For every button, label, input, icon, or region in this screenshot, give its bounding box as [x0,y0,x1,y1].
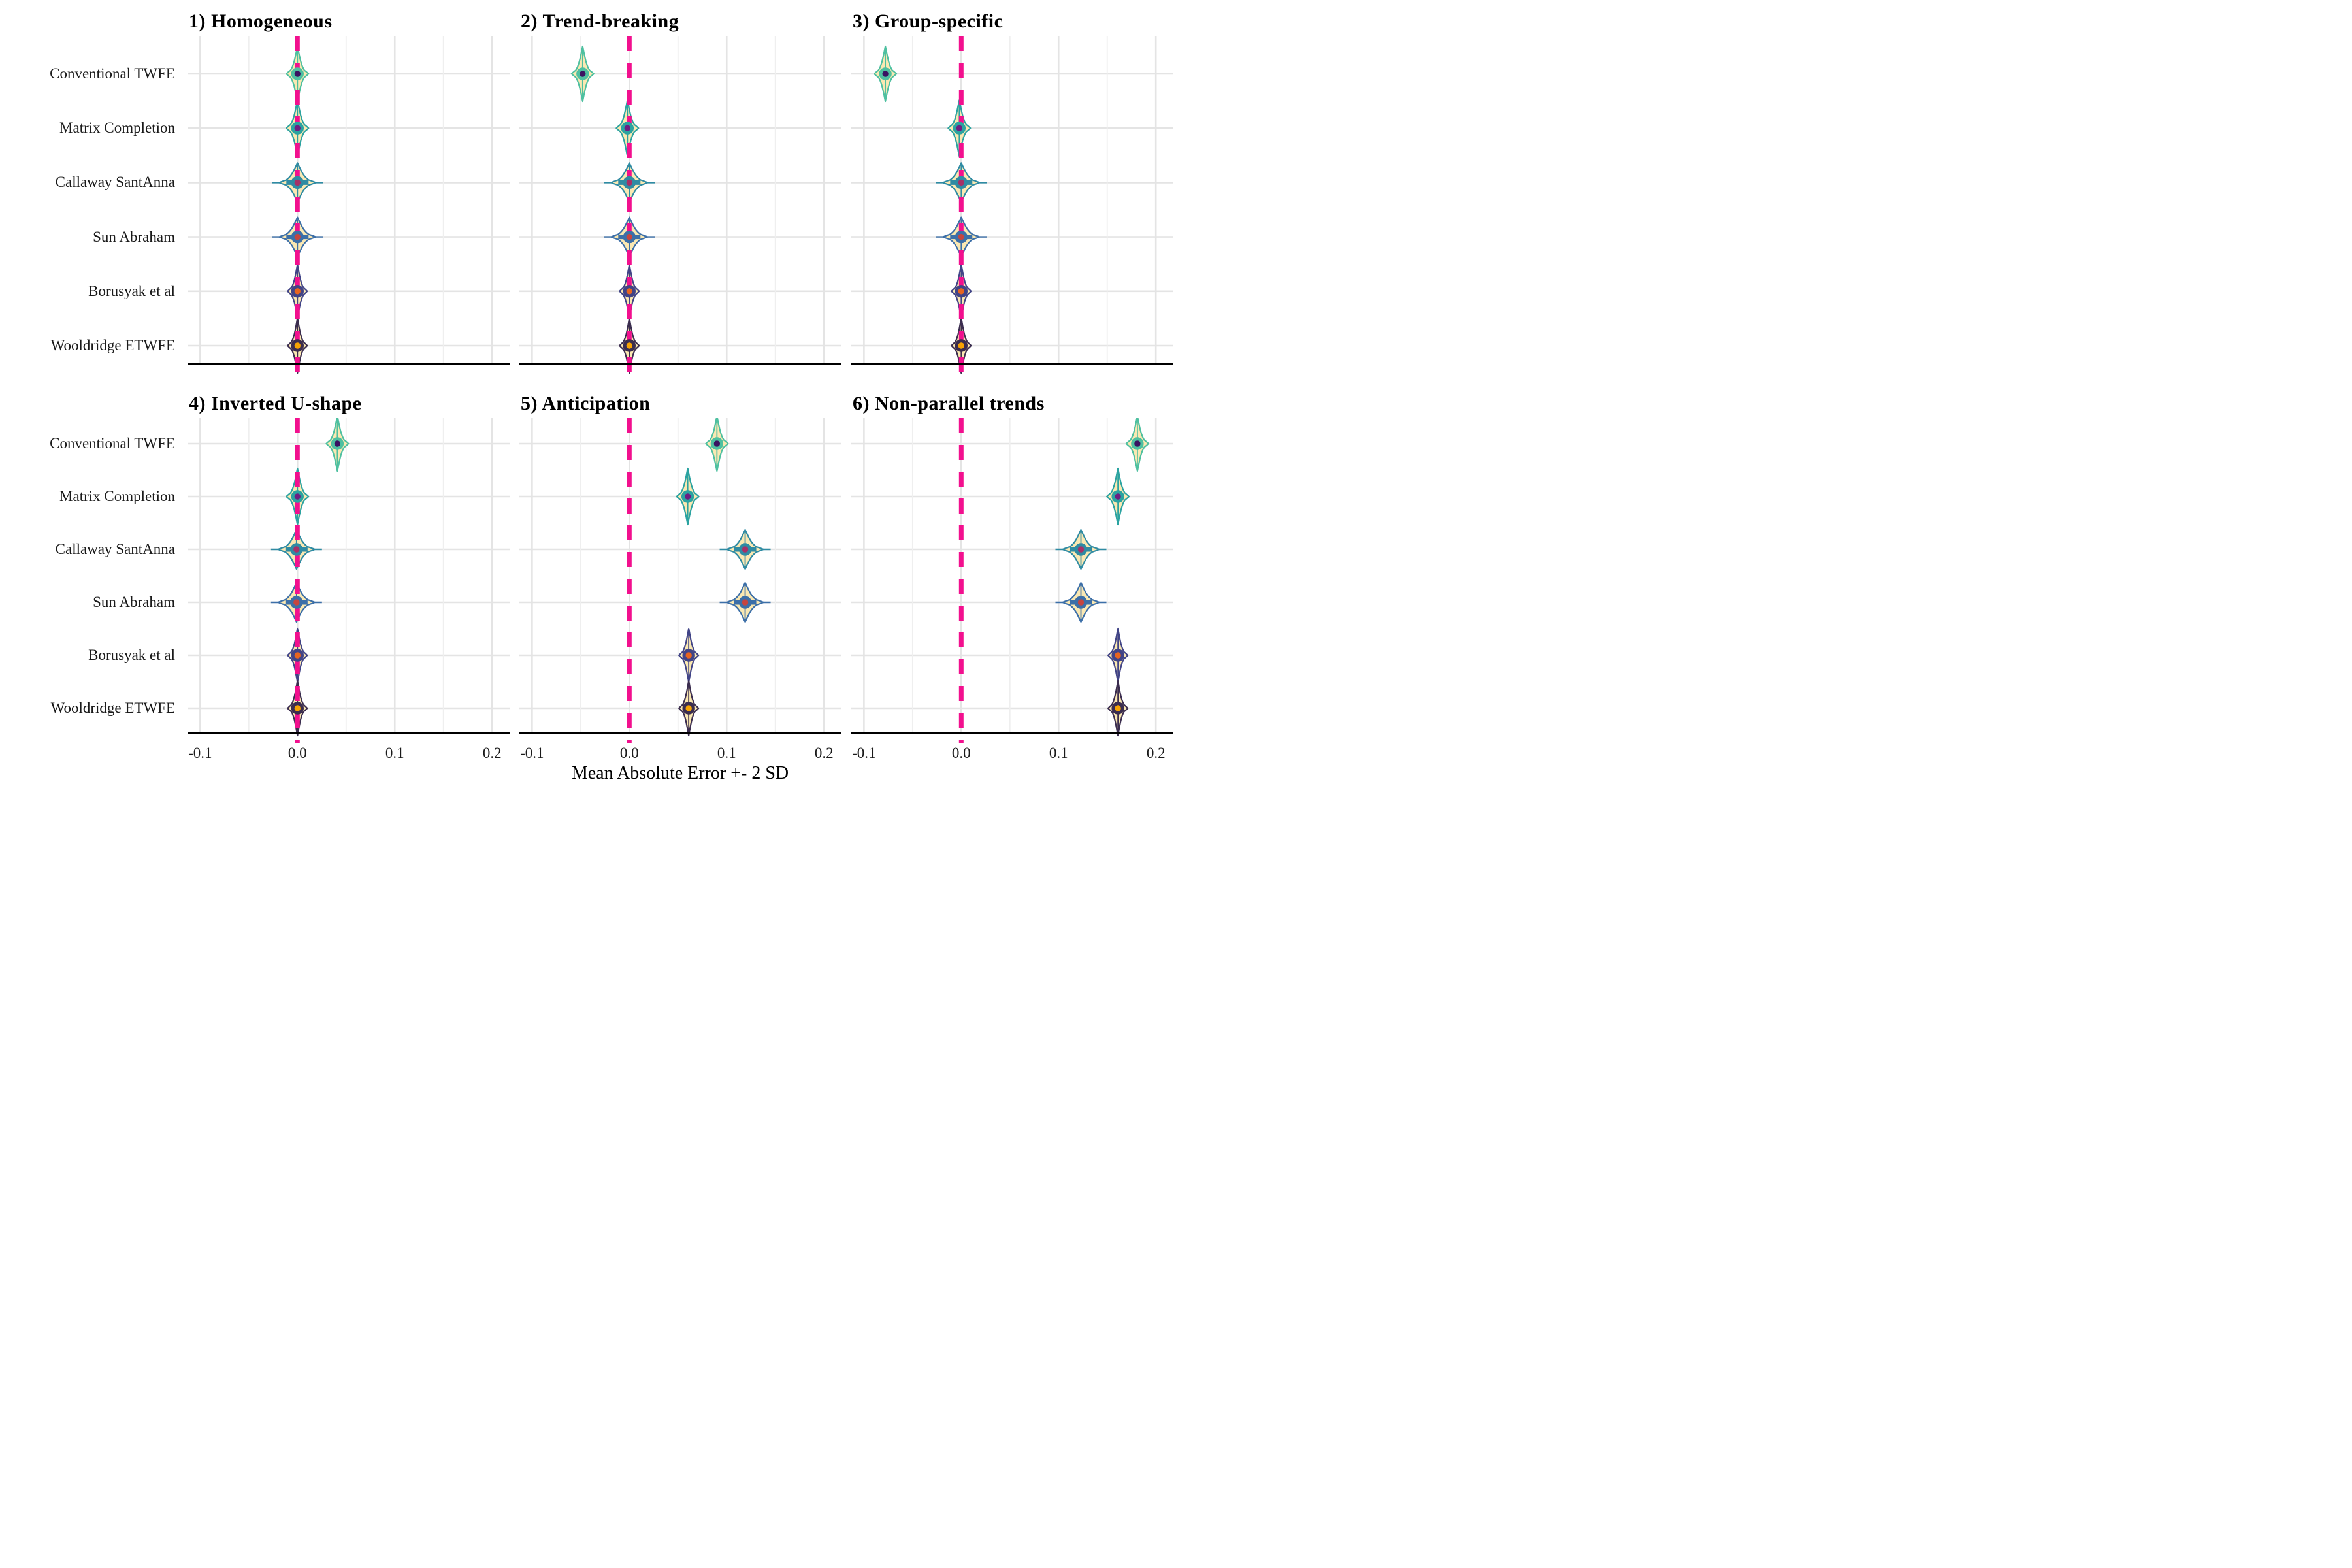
y-axis-label: Wooldridge ETWFE [50,700,175,716]
mean-point [291,339,304,352]
y-axis-label: Wooldridge ETWFE [50,337,175,353]
mean-point [955,176,968,189]
facet-panel [188,418,510,743]
mean-point [291,122,304,135]
x-axis-title: Mean Absolute Error +- 2 SD [571,763,789,783]
x-tick-label: 0.0 [951,745,971,761]
y-axis-label: Callaway SantAnna [55,541,175,557]
panel-title: 2) Trend-breaking [521,10,679,32]
mean-point [290,596,303,609]
x-tick-label: 0.2 [1146,745,1166,761]
mean-point [1131,437,1144,450]
mean-point [738,596,752,609]
panel-title: 1) Homogeneous [189,10,333,32]
mean-point [576,67,589,80]
facet-panel [851,418,1173,743]
mean-point [291,490,304,503]
mean-point [623,230,636,244]
mean-point [738,543,752,556]
mean-point [291,176,304,189]
mean-point [953,122,966,135]
y-axis-label: Sun Abraham [93,594,175,610]
y-axis-label: Callaway SantAnna [55,174,175,191]
mean-point [681,490,694,503]
mean-point [1074,596,1088,609]
facet-panel [188,36,510,374]
mean-point [955,339,968,352]
x-tick-label: 0.0 [287,745,307,761]
mean-point [623,339,636,352]
mean-point [710,437,724,450]
y-axis-label: Conventional TWFE [50,435,175,451]
x-tick-label: -0.1 [852,745,876,761]
panel-title: 3) Group-specific [853,10,1004,32]
mean-point [290,543,303,556]
facet-panel [519,36,841,374]
mean-point [291,649,304,662]
facet-panel [851,36,1173,374]
panel-title: 6) Non-parallel trends [853,393,1045,414]
y-axis-label: Matrix Completion [59,488,175,504]
facet-panel [519,418,841,743]
mean-point [1111,490,1124,503]
mean-point [682,702,695,715]
x-tick-label: -0.1 [520,745,544,761]
x-tick-label: 0.0 [619,745,639,761]
mean-point [331,437,344,450]
x-tick-label: 0.1 [717,745,736,761]
mean-point [291,67,304,80]
x-tick-label: 0.1 [385,745,404,761]
violin-facet-figure: 1) Homogeneous 2) Trend-breaking 3) Group-… [0,0,1176,784]
mean-point [623,285,636,298]
mean-point [291,285,304,298]
mean-point [682,649,695,662]
mean-point [291,702,304,715]
y-axis-label: Matrix Completion [59,120,175,137]
x-tick-label: 0.1 [1049,745,1068,761]
mean-point [291,230,304,244]
mean-point [1074,543,1088,556]
panel-title: 4) Inverted U-shape [189,393,362,414]
mean-point [1111,702,1124,715]
y-axis-label: Borusyak et al [88,647,175,663]
x-tick-label: 0.2 [482,745,502,761]
y-axis-label: Sun Abraham [93,228,175,245]
mean-point [623,176,636,189]
x-tick-label: -0.1 [188,745,212,761]
mean-point [955,285,968,298]
panel-title: 5) Anticipation [521,393,651,414]
y-axis-label: Borusyak et al [88,282,175,299]
mean-point [1111,649,1124,662]
y-axis-label: Conventional TWFE [50,65,175,82]
mean-point [621,122,634,135]
x-tick-label: 0.2 [814,745,834,761]
mean-point [955,230,968,244]
mean-point [879,67,892,80]
